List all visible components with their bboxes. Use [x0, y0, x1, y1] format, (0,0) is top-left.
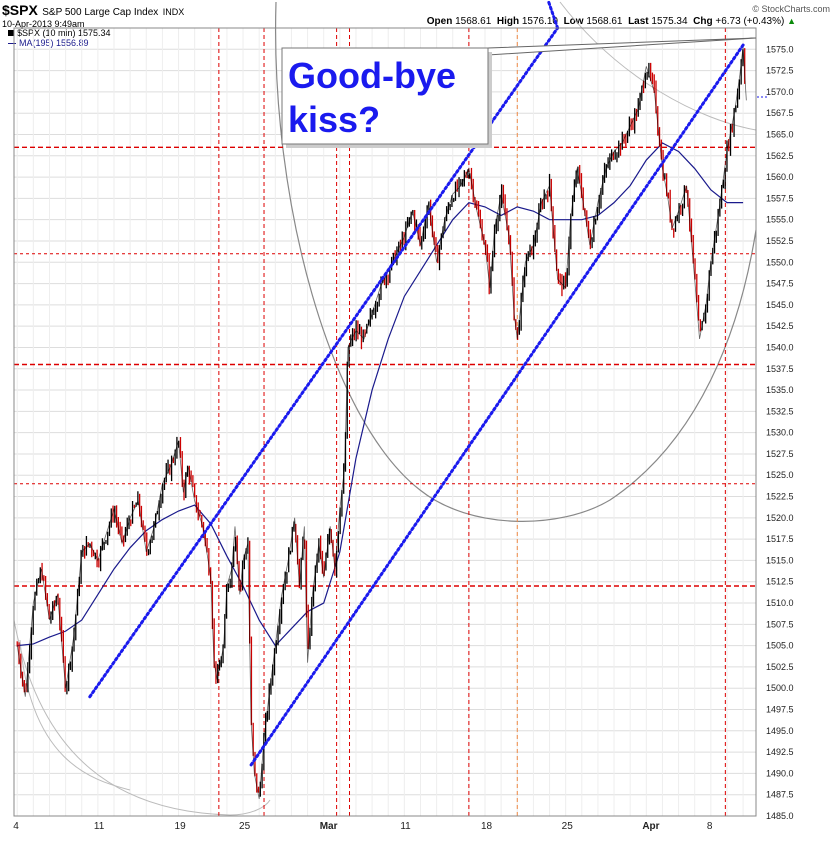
low-value: 1568.61: [586, 16, 623, 27]
y-tick-label: 1570.0: [766, 87, 794, 97]
x-tick-label: 11: [94, 821, 105, 832]
large-bowl-arc: [274, 1, 757, 522]
y-tick-label: 1565.0: [766, 129, 794, 139]
y-tick-label: 1502.5: [766, 662, 794, 672]
y-tick-label: 1515.0: [766, 555, 794, 565]
open-value: 1568.61: [455, 16, 492, 27]
chg-label: Chg: [693, 16, 713, 27]
y-tick-label: 1545.0: [766, 300, 794, 310]
open-label: Open: [426, 16, 453, 27]
y-tick-label: 1492.5: [766, 747, 794, 757]
y-tick-label: 1542.5: [766, 321, 794, 331]
y-tick-label: 1517.5: [766, 534, 794, 544]
plot-area-border: [13, 27, 757, 817]
high-value: 1576.10: [521, 16, 558, 27]
y-tick-label: 1500.0: [766, 683, 794, 693]
last-value: 1575.34: [651, 16, 688, 27]
ohlc-readout: Open 1568.61 High 1576.10 Low 1568.61 La…: [427, 16, 796, 27]
timestamp: 10-Apr-2013 9:49am: [2, 19, 85, 29]
y-tick-label: 1485.0: [766, 811, 794, 821]
x-tick-label: 11: [400, 821, 411, 832]
price-line: [16, 46, 747, 800]
y-tick-label: 1530.0: [766, 428, 794, 438]
horizontal-levels: [14, 146, 756, 587]
lower-left-arc: [13, 619, 271, 816]
x-tick-label: 8: [707, 821, 713, 832]
legend-ma: MA(195) 1556.89: [8, 38, 89, 48]
y-tick-label: 1572.5: [766, 66, 794, 76]
x-tick-label: Mar: [320, 821, 338, 832]
y-tick-label: 1490.0: [766, 768, 794, 778]
ma-line: [17, 142, 744, 647]
legend-price-swatch: [8, 30, 14, 36]
callout-pointer: [487, 37, 757, 56]
price-series: [16, 46, 747, 800]
left-inner-arc: [19, 639, 131, 791]
y-tick-label: 1507.5: [766, 619, 794, 629]
y-tick-label: 1552.5: [766, 236, 794, 246]
exchange-label: INDX: [162, 7, 185, 17]
y-axis: 1485.0 1487.5 1490.0 1492.5 1495.0 1497.5 1500…: [766, 44, 794, 821]
ma-series: [17, 142, 744, 647]
y-tick-label: 1532.5: [766, 406, 794, 416]
x-axis: 4 11 19 25 Mar 11 18 25 Apr 8: [13, 821, 713, 832]
y-tick-label: 1562.5: [766, 151, 794, 161]
y-tick-label: 1527.5: [766, 449, 794, 459]
chart-header: $SPX S&P 500 Large Cap Index INDX: [2, 2, 184, 20]
y-tick-label: 1537.5: [766, 364, 794, 374]
vertical-markers: [218, 28, 726, 816]
x-tick-label: 25: [239, 821, 251, 832]
brand-watermark: © StockCharts.com: [752, 4, 830, 14]
chg-up-icon: ▲: [787, 16, 796, 26]
callout-line-2: kiss?: [288, 99, 380, 140]
x-tick-label: 4: [13, 821, 19, 832]
high-label: High: [496, 16, 520, 27]
legend-price-label: $SPX (10 min) 1575.34: [17, 28, 111, 38]
x-tick-label: 18: [481, 821, 493, 832]
low-label: Low: [563, 16, 584, 27]
legend-ma-swatch: [8, 43, 16, 45]
y-tick-label: 1505.0: [766, 641, 794, 651]
y-tick-label: 1512.5: [766, 577, 794, 587]
callout-line-1: Good-bye: [288, 55, 456, 96]
legend-price: $SPX (10 min) 1575.34: [8, 28, 111, 38]
x-tick-label: 25: [562, 821, 574, 832]
y-tick-label: 1550.0: [766, 257, 794, 267]
chg-value: +6.73 (+0.43%): [715, 16, 785, 27]
y-tick-label: 1535.0: [766, 385, 794, 395]
y-tick-label: 1495.0: [766, 726, 794, 736]
y-tick-label: 1575.0: [766, 44, 794, 54]
channel-line-extension: [546, 0, 560, 30]
y-tick-label: 1510.0: [766, 598, 794, 608]
y-tick-label: 1540.0: [766, 342, 794, 352]
callout-box: [281, 47, 489, 145]
annotation-callout: Good-bye kiss?: [281, 37, 757, 148]
y-tick-label: 1525.0: [766, 470, 794, 480]
y-tick-label: 1557.5: [766, 193, 794, 203]
y-tick-label: 1497.5: [766, 705, 794, 715]
x-tick-label: Apr: [642, 821, 659, 832]
y-tick-label: 1522.5: [766, 492, 794, 502]
last-label: Last: [628, 16, 649, 27]
y-tick-label: 1560.0: [766, 172, 794, 182]
x-tick-label: 19: [175, 821, 187, 832]
y-tick-label: 1567.5: [766, 108, 794, 118]
legend-ma-label: MA(195) 1556.89: [19, 38, 89, 48]
y-tick-label: 1547.5: [766, 279, 794, 289]
y-tick-label: 1555.0: [766, 215, 794, 225]
symbol-label: $SPX: [2, 2, 38, 18]
channel-line: [249, 43, 745, 767]
index-name: S&P 500 Large Cap Index: [42, 7, 159, 18]
y-tick-label: 1520.0: [766, 513, 794, 523]
y-tick-label: 1487.5: [766, 790, 794, 800]
